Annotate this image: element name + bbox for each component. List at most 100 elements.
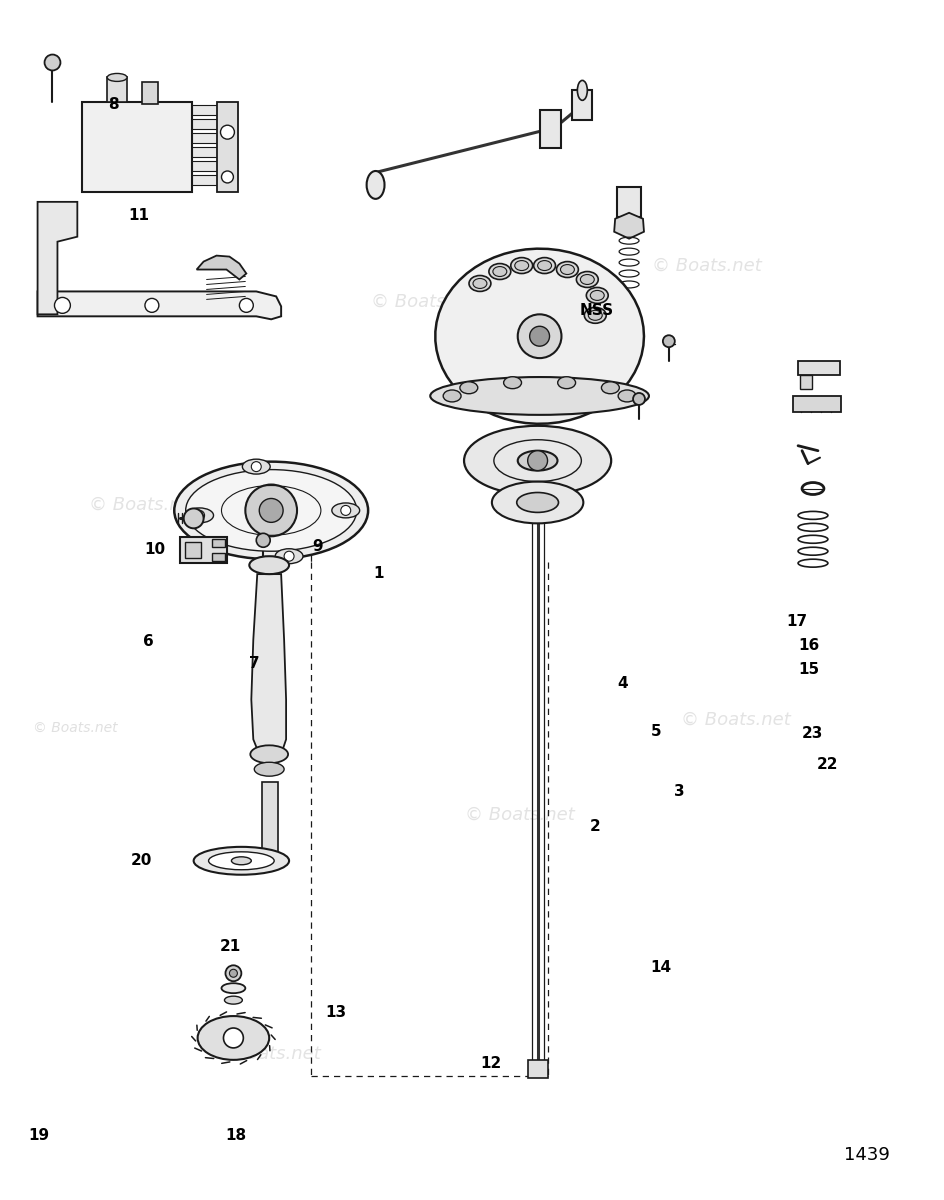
Text: © Boats.net: © Boats.net [89, 496, 198, 514]
Text: 10: 10 [144, 542, 165, 557]
Bar [192, 148, 223, 157]
Bar [616, 187, 640, 217]
Bar [216, 102, 238, 192]
Text: 3: 3 [673, 784, 683, 799]
Bar [527, 1060, 547, 1078]
Ellipse shape [560, 264, 574, 275]
Ellipse shape [331, 503, 360, 518]
Circle shape [632, 392, 645, 404]
Circle shape [55, 298, 70, 313]
Ellipse shape [249, 557, 289, 574]
Ellipse shape [242, 460, 270, 474]
Bar [211, 539, 226, 547]
Polygon shape [38, 202, 77, 314]
Circle shape [229, 970, 237, 977]
Ellipse shape [617, 390, 635, 402]
Bar [192, 119, 223, 130]
Bar [82, 102, 192, 192]
Circle shape [223, 1028, 244, 1048]
Bar [179, 538, 228, 563]
Circle shape [226, 965, 241, 982]
Ellipse shape [533, 258, 555, 274]
Text: 7: 7 [249, 656, 260, 671]
Circle shape [662, 335, 674, 347]
Ellipse shape [209, 852, 274, 870]
Ellipse shape [366, 170, 384, 199]
Circle shape [44, 54, 60, 71]
Ellipse shape [443, 390, 461, 402]
Circle shape [221, 170, 233, 182]
Ellipse shape [460, 382, 478, 394]
Bar [792, 396, 840, 412]
Text: 23: 23 [801, 726, 822, 742]
Circle shape [194, 510, 204, 521]
Circle shape [341, 505, 350, 515]
Bar [192, 133, 223, 143]
Text: 14: 14 [649, 960, 670, 976]
Text: 8: 8 [109, 97, 119, 112]
Ellipse shape [194, 847, 289, 875]
Text: 9: 9 [312, 539, 323, 553]
Ellipse shape [537, 260, 551, 270]
Text: © Boats.net: © Boats.net [211, 1045, 320, 1063]
Polygon shape [614, 212, 643, 239]
Bar [211, 553, 226, 562]
Bar [192, 106, 223, 115]
Circle shape [245, 485, 296, 536]
Text: 15: 15 [798, 661, 818, 677]
Ellipse shape [464, 426, 611, 496]
Circle shape [517, 314, 561, 358]
Bar [184, 542, 200, 558]
Bar [192, 161, 223, 170]
Text: 4: 4 [616, 676, 628, 691]
Text: © Boats.net: © Boats.net [32, 720, 117, 734]
Bar [539, 110, 561, 148]
Ellipse shape [493, 266, 506, 276]
Bar [142, 83, 158, 104]
Ellipse shape [556, 262, 578, 277]
Ellipse shape [488, 264, 511, 280]
Circle shape [626, 307, 632, 313]
Circle shape [251, 462, 261, 472]
Ellipse shape [511, 258, 532, 274]
Ellipse shape [197, 1016, 269, 1060]
Polygon shape [435, 248, 643, 424]
Text: 16: 16 [798, 638, 818, 653]
Text: 20: 20 [131, 853, 152, 868]
Circle shape [259, 498, 283, 522]
Circle shape [239, 299, 253, 312]
Polygon shape [251, 574, 286, 760]
Text: 13: 13 [326, 1004, 346, 1020]
Bar [107, 78, 126, 102]
Ellipse shape [580, 275, 594, 284]
Text: NSS: NSS [579, 304, 613, 318]
Text: 11: 11 [128, 208, 149, 223]
Text: 1: 1 [373, 566, 383, 581]
Ellipse shape [225, 996, 242, 1004]
Text: 17: 17 [785, 614, 806, 629]
Circle shape [529, 326, 549, 346]
Text: 12: 12 [480, 1056, 501, 1070]
Circle shape [527, 451, 547, 470]
Ellipse shape [231, 857, 251, 865]
Circle shape [183, 509, 203, 528]
Ellipse shape [577, 80, 587, 101]
Text: 6: 6 [143, 635, 154, 649]
Ellipse shape [254, 762, 284, 776]
Bar [192, 175, 223, 185]
Text: 22: 22 [816, 757, 837, 773]
Ellipse shape [517, 451, 557, 470]
Ellipse shape [468, 276, 490, 292]
Ellipse shape [492, 481, 582, 523]
Text: 2: 2 [589, 820, 599, 834]
Bar [800, 376, 811, 389]
Text: © Boats.net: © Boats.net [464, 806, 574, 824]
Text: 18: 18 [225, 1128, 246, 1142]
Circle shape [220, 125, 234, 139]
Ellipse shape [557, 377, 575, 389]
Text: © Boats.net: © Boats.net [680, 710, 789, 728]
Polygon shape [196, 256, 246, 280]
Ellipse shape [585, 288, 608, 304]
Bar [798, 361, 839, 376]
Circle shape [144, 299, 159, 312]
